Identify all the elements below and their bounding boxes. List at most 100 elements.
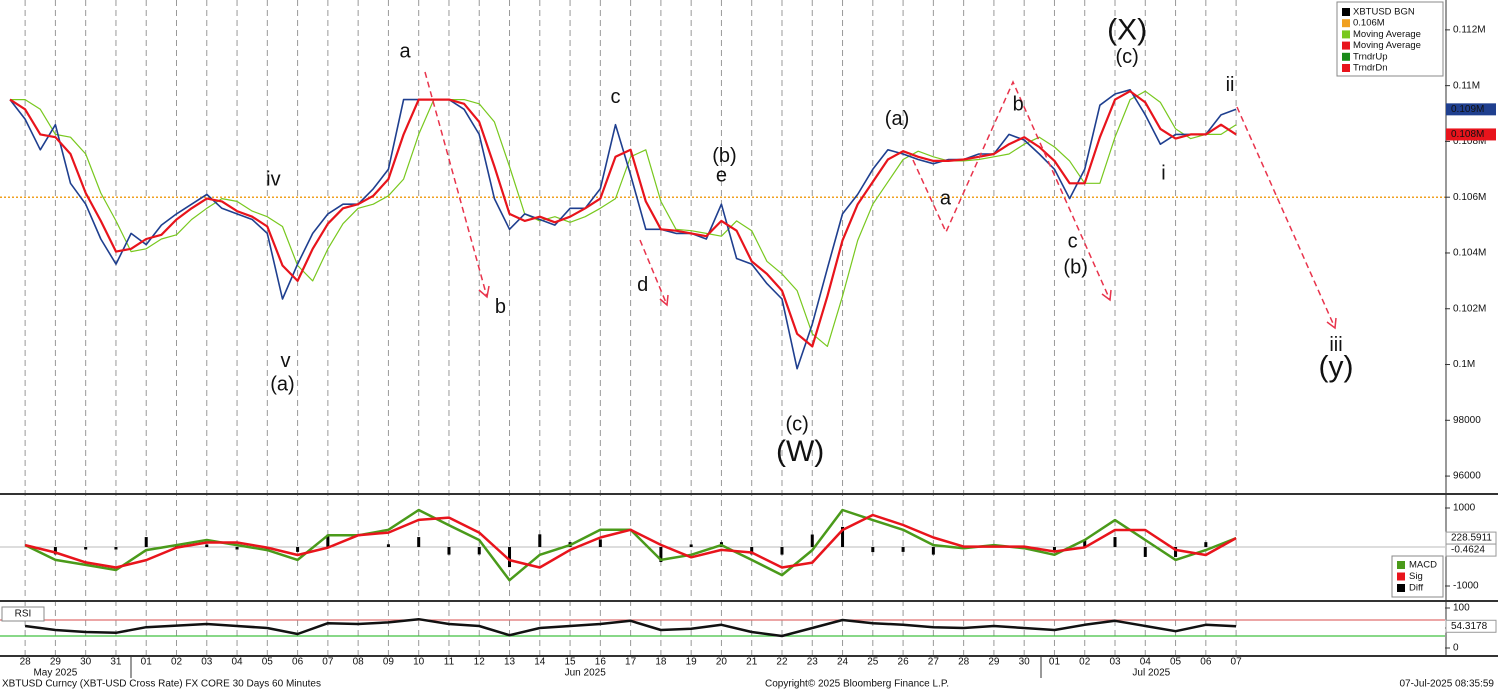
x-tick-label: 06 bbox=[1200, 657, 1212, 668]
wave-label: (c) bbox=[1115, 46, 1138, 68]
x-tick-label: 03 bbox=[1109, 657, 1121, 668]
y-tick-label: 0.106M bbox=[1453, 192, 1486, 203]
wave-label: (W) bbox=[776, 435, 824, 468]
x-tick-label: 17 bbox=[625, 657, 637, 668]
x-tick-label: 01 bbox=[141, 657, 153, 668]
series-line bbox=[24, 617, 1237, 638]
x-tick-label: 29 bbox=[50, 657, 62, 668]
x-tick-label: 29 bbox=[988, 657, 1000, 668]
x-tick-label: 18 bbox=[655, 657, 667, 668]
legend-swatch bbox=[1397, 572, 1405, 581]
last-value-label: 0.108M bbox=[1451, 129, 1484, 140]
month-label: Jul 2025 bbox=[1132, 668, 1170, 679]
last-value-box bbox=[1446, 128, 1496, 141]
wave-label: (X) bbox=[1107, 14, 1147, 47]
wave-label: (b) bbox=[1063, 256, 1087, 278]
x-tick-label: 26 bbox=[898, 657, 910, 668]
x-tick-label: 03 bbox=[201, 657, 213, 668]
x-tick-label: 21 bbox=[746, 657, 758, 668]
x-tick-label: 24 bbox=[837, 657, 849, 668]
wave-label: d bbox=[637, 274, 648, 296]
x-tick-label: 14 bbox=[534, 657, 546, 668]
wave-label: a bbox=[400, 40, 412, 62]
series-line bbox=[9, 90, 1237, 348]
legend-label: XBTUSD BGN bbox=[1353, 7, 1415, 18]
bar bbox=[841, 526, 845, 548]
y-tick-label: 0.108M bbox=[1453, 136, 1486, 147]
month-label: May 2025 bbox=[33, 668, 77, 679]
footer-center: Copyright© 2025 Bloomberg Finance L.P. bbox=[765, 679, 949, 690]
arrow-head bbox=[1101, 289, 1112, 302]
x-tick-label: 11 bbox=[444, 657, 455, 668]
wave-label: iii bbox=[1329, 334, 1342, 356]
bar bbox=[750, 547, 754, 555]
x-tick-label: 15 bbox=[565, 657, 577, 668]
last-value-label: -0.4624 bbox=[1451, 545, 1485, 556]
bar bbox=[326, 534, 330, 548]
bar bbox=[538, 534, 542, 548]
last-value-box bbox=[1446, 103, 1496, 116]
bar bbox=[598, 539, 602, 548]
legend-swatch bbox=[1342, 30, 1350, 39]
series-line bbox=[24, 513, 1237, 569]
x-tick-label: 27 bbox=[928, 657, 940, 668]
legend-label: Moving Average bbox=[1353, 29, 1421, 40]
x-tick-label: 16 bbox=[595, 657, 607, 668]
y-tick-label: 98000 bbox=[1453, 415, 1481, 426]
x-tick-label: 30 bbox=[1019, 657, 1031, 668]
x-tick-label: 28 bbox=[958, 657, 970, 668]
y-tick-label: 0.11M bbox=[1453, 80, 1480, 91]
month-label: Jun 2025 bbox=[565, 668, 607, 679]
x-tick-label: 02 bbox=[1079, 657, 1091, 668]
x-tick-label: 31 bbox=[110, 657, 122, 668]
wave-label: ii bbox=[1226, 74, 1235, 96]
x-tick-label: 28 bbox=[20, 657, 32, 668]
x-tick-label: 05 bbox=[262, 657, 274, 668]
x-tick-label: 12 bbox=[474, 657, 486, 668]
legend-swatch bbox=[1342, 41, 1350, 50]
legend-swatch bbox=[1342, 64, 1350, 72]
bar bbox=[114, 547, 118, 550]
wave-label: (y) bbox=[1319, 350, 1354, 383]
projection-arrows bbox=[424, 71, 1336, 329]
bar bbox=[1083, 539, 1087, 548]
wave-label: (c) bbox=[785, 414, 808, 436]
legend-label: Moving Average bbox=[1353, 40, 1421, 51]
x-tick-label: 01 bbox=[1049, 657, 1061, 668]
legend-label: Diff bbox=[1409, 583, 1423, 594]
arrow-heads bbox=[478, 285, 1337, 330]
bar bbox=[871, 547, 875, 553]
bar bbox=[296, 547, 300, 552]
bar bbox=[53, 547, 57, 555]
bar bbox=[477, 547, 481, 555]
y-tick-label: 1000 bbox=[1453, 503, 1476, 514]
x-tick-label: 20 bbox=[716, 657, 728, 668]
bar bbox=[386, 544, 390, 548]
last-value-label: 0.109M bbox=[1451, 104, 1484, 115]
arrow bbox=[1236, 106, 1336, 329]
wave-label: iv bbox=[266, 169, 280, 191]
legend-swatch bbox=[1342, 52, 1350, 61]
arrow-head bbox=[478, 285, 490, 299]
legend-label: Sig bbox=[1409, 571, 1423, 582]
wave-label: c bbox=[1068, 230, 1078, 252]
y-tick-label: 0.104M bbox=[1453, 248, 1486, 259]
arrow-head bbox=[659, 294, 669, 307]
bar bbox=[417, 537, 421, 548]
last-value-box bbox=[1445, 619, 1497, 633]
bar bbox=[144, 537, 148, 548]
bar bbox=[84, 547, 88, 550]
rsi-label-box bbox=[1, 606, 45, 622]
x-tick-label: 25 bbox=[867, 657, 879, 668]
wave-label: (a) bbox=[270, 374, 294, 396]
legend-swatch bbox=[1342, 19, 1350, 28]
marks bbox=[9, 89, 1238, 638]
y-tick-label: 0 bbox=[1453, 643, 1459, 654]
last-value-label: 228.5911 bbox=[1451, 533, 1492, 544]
arrow bbox=[912, 80, 1111, 301]
wave-label: i bbox=[1161, 163, 1165, 185]
footer-right: 07-Jul-2025 08:35:59 bbox=[1399, 679, 1494, 690]
x-tick-label: 07 bbox=[322, 657, 334, 668]
